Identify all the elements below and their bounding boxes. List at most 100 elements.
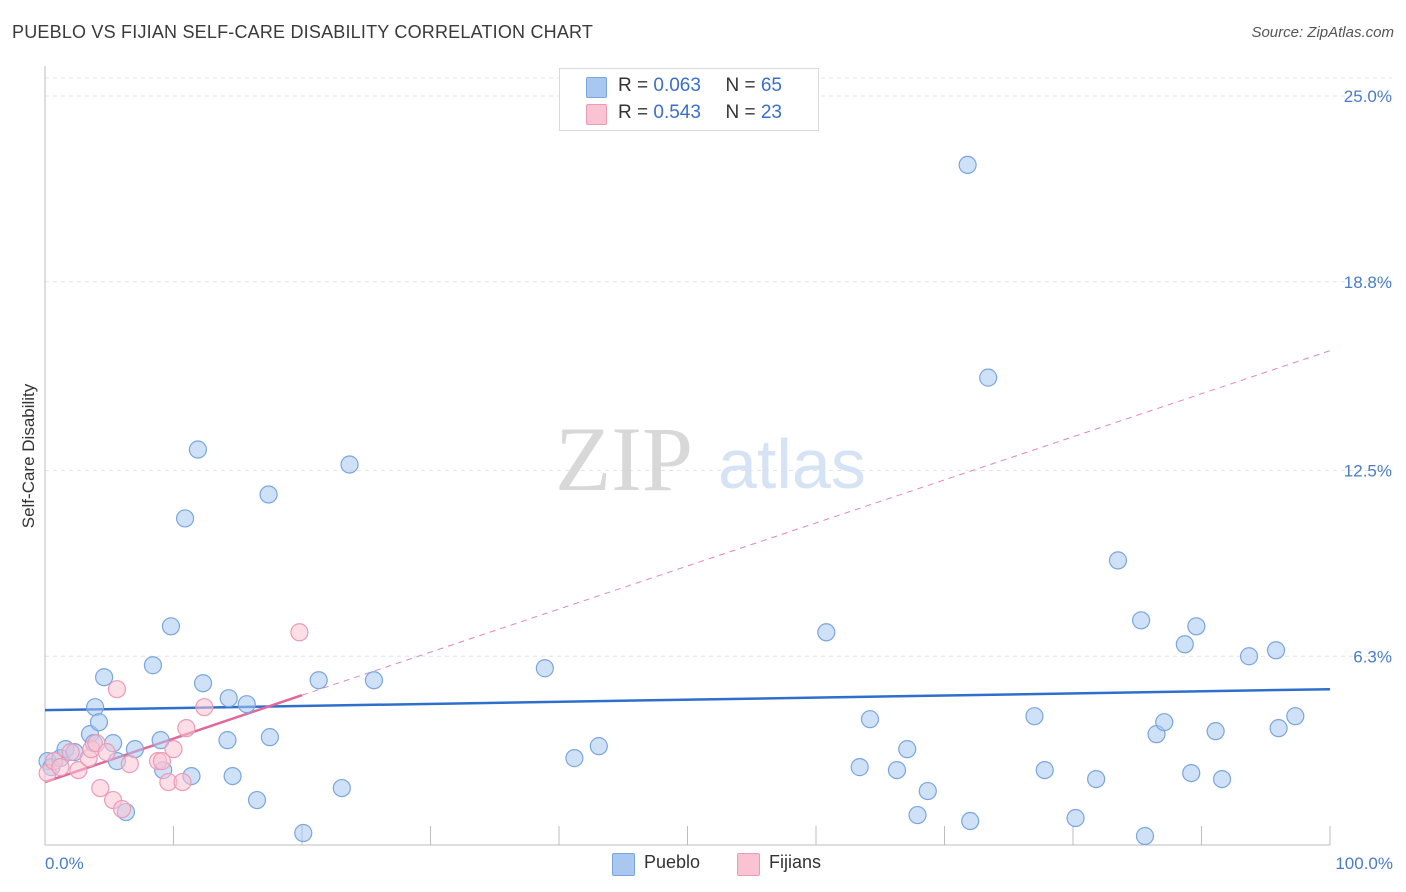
pueblo-trend-line xyxy=(44,687,1331,712)
pueblo-point xyxy=(1066,808,1085,828)
pueblo-legend-label: Pueblo xyxy=(644,852,701,872)
watermark-atlas: atlas xyxy=(718,425,866,503)
pueblo-point xyxy=(1266,641,1286,660)
pueblo-point xyxy=(151,731,170,750)
pueblo-point xyxy=(188,440,208,459)
pueblo-point xyxy=(259,485,278,504)
fijians-point xyxy=(177,719,196,738)
fijians-legend-label: Fijians xyxy=(769,852,822,872)
x-tick-label-0: 0.0% xyxy=(45,854,84,873)
pueblo-point xyxy=(898,740,917,759)
n-label: N = xyxy=(725,102,761,123)
axes xyxy=(44,66,1331,846)
pueblo-point xyxy=(1025,707,1044,726)
fijians-point xyxy=(120,755,139,774)
legend-text-pueblo: R = 0.063 N = 65 xyxy=(618,75,782,97)
pueblo-point xyxy=(887,760,907,780)
r-label: R = xyxy=(618,102,654,123)
fijians-point xyxy=(107,680,127,699)
pueblo-point xyxy=(218,731,237,750)
pueblo-point xyxy=(589,737,608,756)
pueblo-point xyxy=(143,656,163,675)
fijians-point xyxy=(173,772,192,792)
r-label: R = xyxy=(618,75,654,96)
pueblo-point xyxy=(1108,551,1128,570)
fijians-point xyxy=(152,752,172,771)
r-value-pueblo: 0.063 xyxy=(653,75,701,96)
watermark: ZIP atlas xyxy=(555,408,866,510)
r-value-fijians: 0.543 xyxy=(653,102,701,123)
y-tick-label-0: 6.3% xyxy=(1353,647,1392,666)
pueblo-point xyxy=(961,811,980,831)
pueblo-point xyxy=(340,455,359,474)
pueblo-point xyxy=(817,623,836,642)
fijians-trend-extension xyxy=(301,350,1331,696)
pueblo-point xyxy=(1155,713,1174,732)
fijians-point xyxy=(195,698,214,717)
chart-title: PUEBLO VS FIJIAN SELF-CARE DISABILITY CO… xyxy=(12,22,594,42)
fijians-point xyxy=(69,760,88,780)
pueblo-point xyxy=(1212,769,1232,789)
tick-labels: 6.3% 12.5% 18.8% 25.0% 0.0% 100.0% xyxy=(45,87,1393,873)
fijians-point xyxy=(91,778,110,798)
pueblo-point xyxy=(565,749,584,768)
trend-lines xyxy=(44,350,1331,784)
pueblo-point xyxy=(979,368,998,387)
pueblo-point xyxy=(1286,707,1305,726)
legend-text-fijians: R = 0.543 N = 23 xyxy=(618,102,782,124)
data-points xyxy=(38,155,1305,846)
pueblo-point xyxy=(1175,635,1194,654)
pueblo-point xyxy=(1239,647,1259,666)
pueblo-point xyxy=(95,668,114,687)
fijians-point xyxy=(164,740,183,759)
n-label: N = xyxy=(725,75,761,96)
pueblo-point xyxy=(908,805,927,825)
pueblo-point xyxy=(850,758,869,777)
pueblo-point xyxy=(1182,763,1201,783)
source-credit: Source: ZipAtlas.com xyxy=(1251,24,1394,41)
fijians-point xyxy=(97,743,116,762)
fijians-point xyxy=(290,623,309,642)
pueblo-point xyxy=(364,671,384,690)
x-tick-label-1: 100.0% xyxy=(1335,854,1393,873)
pueblo-point xyxy=(332,778,351,798)
fijians-swatch xyxy=(586,104,607,125)
pueblo-swatch xyxy=(586,77,607,98)
pueblo-point xyxy=(175,509,195,528)
fijians-point xyxy=(112,799,132,819)
n-value-fijians: 23 xyxy=(760,102,782,123)
y-tick-label-3: 25.0% xyxy=(1344,87,1392,106)
watermark-zip: ZIP xyxy=(555,408,693,510)
pueblo-point xyxy=(535,659,554,678)
n-value-pueblo: 65 xyxy=(760,75,782,96)
pueblo-point xyxy=(1135,826,1155,846)
pueblo-legend-swatch xyxy=(612,853,635,876)
pueblo-point xyxy=(1206,722,1225,741)
pueblo-point xyxy=(1035,760,1054,780)
fijians-legend-swatch xyxy=(737,853,760,876)
y-tick-label-1: 12.5% xyxy=(1344,462,1392,481)
pueblo-point xyxy=(918,781,937,801)
pueblo-point xyxy=(1132,611,1151,630)
y-tick-label-2: 18.8% xyxy=(1344,273,1392,292)
pueblo-point xyxy=(86,698,105,717)
pueblo-point xyxy=(1087,769,1106,789)
pueblo-point xyxy=(294,823,313,843)
pueblo-point xyxy=(260,728,279,747)
y-axis-title: Self-Care Disability xyxy=(19,383,38,528)
pueblo-point xyxy=(223,766,242,786)
grid-lines xyxy=(45,77,1392,657)
pueblo-point xyxy=(161,617,181,636)
pueblo-point xyxy=(860,710,880,729)
pueblo-point xyxy=(89,713,109,732)
pueblo-point xyxy=(1187,617,1206,636)
pueblo-point xyxy=(247,790,267,810)
pueblo-point xyxy=(193,674,213,693)
fijians-point xyxy=(51,758,70,777)
pueblo-point xyxy=(237,695,256,714)
correlation-legend: R = 0.063 N = 65 R = 0.543 N = 23 xyxy=(559,68,819,131)
pueblo-point xyxy=(219,689,238,708)
pueblo-point xyxy=(309,671,328,690)
fijians-trend-line xyxy=(44,694,303,784)
